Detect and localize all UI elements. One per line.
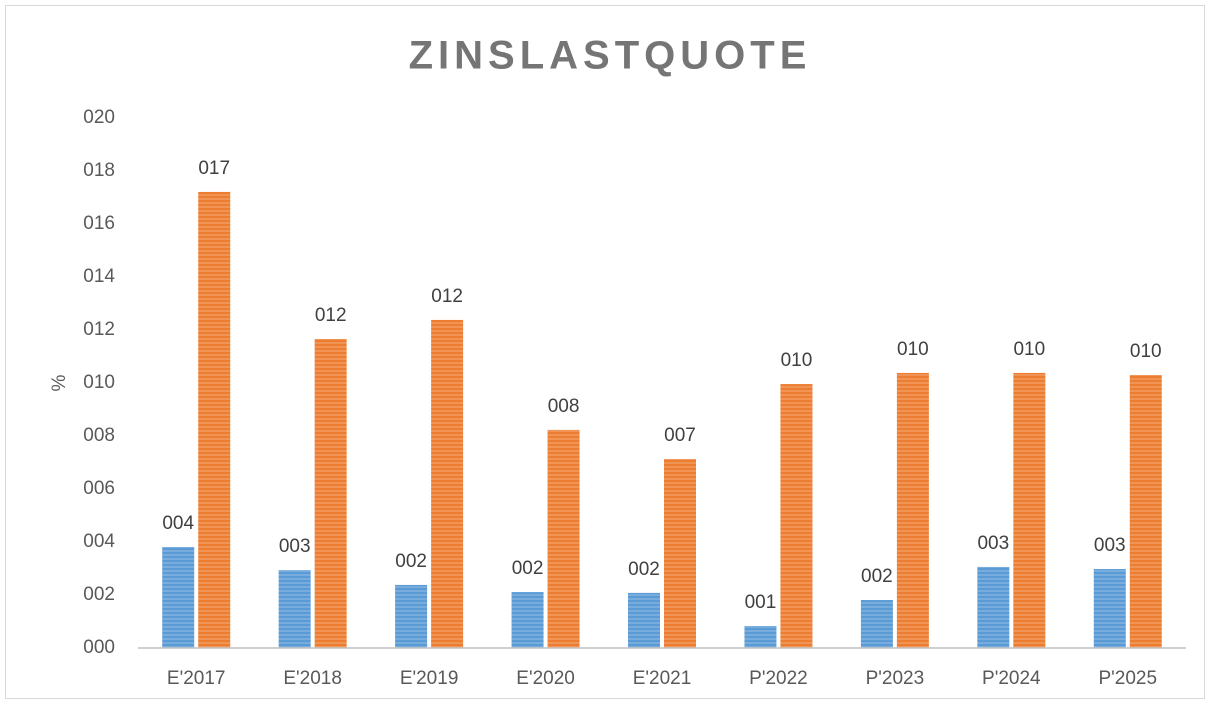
y-tick-label: 018 xyxy=(83,160,115,181)
x-tick-label: E'2019 xyxy=(400,668,459,689)
data-label: 002 xyxy=(628,559,660,580)
bar xyxy=(395,584,428,648)
bar xyxy=(744,626,777,648)
data-label: 004 xyxy=(162,513,194,534)
y-tick-label: 016 xyxy=(83,213,115,234)
y-tick-label: 000 xyxy=(83,637,115,658)
bar xyxy=(664,459,696,648)
bar xyxy=(162,547,195,648)
x-tick-label: P'2024 xyxy=(982,668,1041,689)
bar xyxy=(431,319,464,648)
data-label: 010 xyxy=(1013,339,1045,360)
x-tick-label: P'2022 xyxy=(749,668,808,689)
bar xyxy=(977,566,1010,648)
y-tick-label: 010 xyxy=(83,372,115,393)
y-tick-label: 006 xyxy=(83,478,115,499)
y-tick-label: 014 xyxy=(83,266,115,287)
x-tick-label: E'2020 xyxy=(516,668,575,689)
data-label: 007 xyxy=(664,425,696,446)
bar xyxy=(198,191,231,648)
x-tick-label: E'2018 xyxy=(283,668,342,689)
bar xyxy=(1013,372,1046,648)
data-label: 010 xyxy=(1130,341,1162,362)
x-tick-label: E'2017 xyxy=(167,668,226,689)
bar xyxy=(511,592,544,648)
y-tick-label: 004 xyxy=(83,531,115,552)
x-tick-label: P'2025 xyxy=(1098,668,1157,689)
y-tick-label: 012 xyxy=(83,319,115,340)
bar xyxy=(780,384,813,648)
data-label: 012 xyxy=(315,305,347,326)
data-label: 010 xyxy=(897,339,929,360)
data-label: 002 xyxy=(861,566,893,587)
bar xyxy=(896,372,929,648)
data-label: 010 xyxy=(781,350,813,371)
y-tick-label: 008 xyxy=(83,425,115,446)
data-label: 002 xyxy=(395,551,427,572)
data-label: 002 xyxy=(512,558,544,579)
bar xyxy=(314,339,347,648)
data-label: 012 xyxy=(431,286,463,307)
data-label: 003 xyxy=(1094,535,1126,556)
data-label: 017 xyxy=(198,158,230,179)
y-tick-label: 020 xyxy=(83,107,115,128)
data-label: 008 xyxy=(548,396,580,417)
bar xyxy=(628,592,660,648)
data-label: 003 xyxy=(279,536,311,557)
x-tick-label: E'2021 xyxy=(633,668,692,689)
chart-title: ZINSLASTQUOTE xyxy=(409,34,812,78)
y-axis-label: % xyxy=(49,374,70,391)
bar xyxy=(860,600,893,648)
bar xyxy=(547,429,580,648)
bar xyxy=(1129,375,1162,648)
bar xyxy=(1093,569,1126,648)
x-tick-label: P'2023 xyxy=(866,668,925,689)
data-label: 001 xyxy=(745,592,777,613)
data-label: 003 xyxy=(977,533,1009,554)
y-tick-label: 002 xyxy=(83,584,115,605)
bar xyxy=(278,570,311,648)
